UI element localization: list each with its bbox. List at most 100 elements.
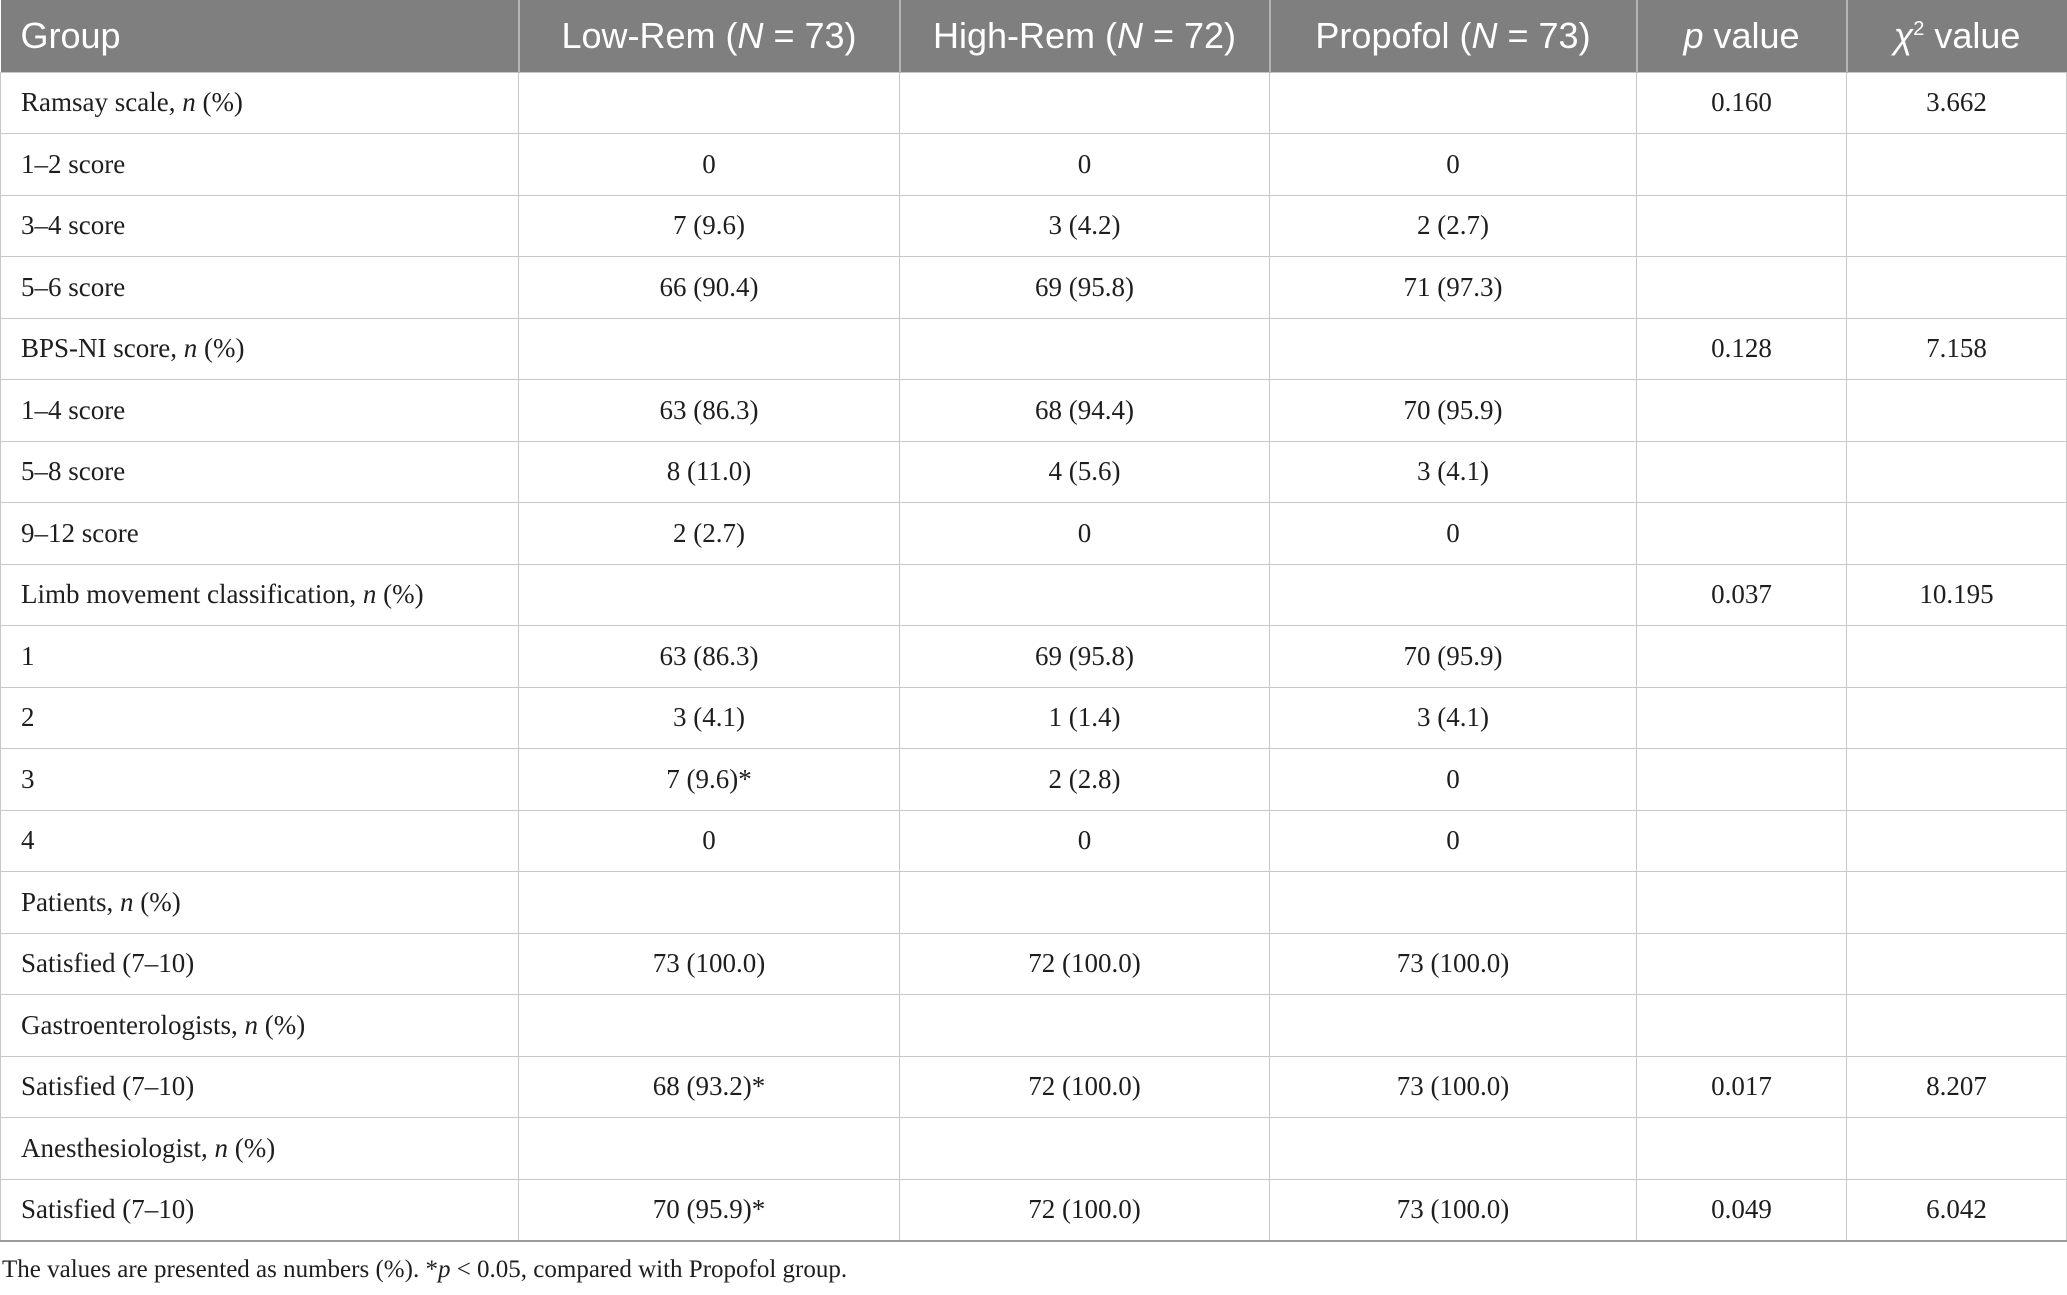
cell-low-rem bbox=[518, 563, 900, 626]
cell-p-value: 0.128 bbox=[1636, 317, 1847, 380]
table-row: Satisfied (7–10) 70 (95.9)* 72 (100.0) 73 (… bbox=[0, 1178, 2067, 1242]
cell-low-rem: 3 (4.1) bbox=[518, 686, 900, 749]
header-low-rem: Low-Rem (N = 73) bbox=[517, 0, 900, 72]
row-label: 1–4 score bbox=[0, 379, 519, 442]
cell-propofol: 70 (95.9) bbox=[1269, 625, 1637, 688]
row-label: 1–2 score bbox=[0, 133, 519, 196]
table-row: Ramsay scale, n (%) 0.160 3.662 bbox=[0, 71, 2067, 134]
cell-high-rem: 0 bbox=[899, 502, 1270, 565]
cell-chi-value bbox=[1846, 686, 2067, 749]
cell-p-value bbox=[1636, 994, 1847, 1057]
cell-p-value bbox=[1636, 502, 1847, 565]
cell-chi-value bbox=[1846, 809, 2067, 872]
cell-propofol: 73 (100.0) bbox=[1269, 932, 1637, 995]
cell-propofol bbox=[1269, 317, 1637, 380]
header-group: Group bbox=[0, 0, 519, 72]
header-p-value: p value bbox=[1635, 0, 1847, 72]
cell-chi-value bbox=[1846, 871, 2067, 934]
row-label: 3 bbox=[0, 748, 519, 811]
cell-propofol: 73 (100.0) bbox=[1269, 1055, 1637, 1118]
cell-chi-value: 10.195 bbox=[1846, 563, 2067, 626]
table-row: BPS-NI score, n (%) 0.128 7.158 bbox=[0, 317, 2067, 380]
table-body: Ramsay scale, n (%) 0.160 3.662 1–2 score 0 0… bbox=[0, 71, 2067, 1242]
cell-p-value bbox=[1636, 686, 1847, 749]
cell-high-rem: 72 (100.0) bbox=[899, 1178, 1270, 1242]
header-chi-value: χ2 value bbox=[1845, 0, 2067, 72]
cell-high-rem bbox=[899, 317, 1270, 380]
cell-high-rem: 72 (100.0) bbox=[899, 932, 1270, 995]
cell-high-rem: 1 (1.4) bbox=[899, 686, 1270, 749]
row-label: Satisfied (7–10) bbox=[0, 1178, 519, 1242]
cell-p-value bbox=[1636, 133, 1847, 196]
row-label: Ramsay scale, n (%) bbox=[0, 71, 519, 134]
table-row: 1 63 (86.3) 69 (95.8) 70 (95.9) bbox=[0, 625, 2067, 688]
cell-propofol: 0 bbox=[1269, 809, 1637, 872]
cell-propofol: 0 bbox=[1269, 133, 1637, 196]
table-row: Satisfied (7–10) 73 (100.0) 72 (100.0) 73 (… bbox=[0, 932, 2067, 995]
cell-p-value: 0.017 bbox=[1636, 1055, 1847, 1118]
cell-high-rem bbox=[899, 871, 1270, 934]
cell-low-rem bbox=[518, 871, 900, 934]
cell-low-rem: 8 (11.0) bbox=[518, 440, 900, 503]
cell-high-rem bbox=[899, 994, 1270, 1057]
cell-chi-value bbox=[1846, 194, 2067, 257]
row-label: Limb movement classification, n (%) bbox=[0, 563, 519, 626]
row-label: 5–6 score bbox=[0, 256, 519, 319]
cell-chi-value: 6.042 bbox=[1846, 1178, 2067, 1242]
cell-chi-value bbox=[1846, 932, 2067, 995]
cell-chi-value: 8.207 bbox=[1846, 1055, 2067, 1118]
cell-p-value bbox=[1636, 440, 1847, 503]
cell-low-rem: 7 (9.6)* bbox=[518, 748, 900, 811]
cell-chi-value bbox=[1846, 994, 2067, 1057]
table-row: 5–6 score 66 (90.4) 69 (95.8) 71 (97.3) bbox=[0, 256, 2067, 319]
cell-chi-value bbox=[1846, 133, 2067, 196]
row-label: 2 bbox=[0, 686, 519, 749]
cell-high-rem: 72 (100.0) bbox=[899, 1055, 1270, 1118]
row-label: 5–8 score bbox=[0, 440, 519, 503]
cell-p-value bbox=[1636, 809, 1847, 872]
cell-chi-value bbox=[1846, 502, 2067, 565]
cell-high-rem: 69 (95.8) bbox=[899, 625, 1270, 688]
cell-low-rem bbox=[518, 994, 900, 1057]
results-table: Group Low-Rem (N = 73) High-Rem (N = 72)… bbox=[0, 0, 2067, 1242]
cell-propofol: 70 (95.9) bbox=[1269, 379, 1637, 442]
cell-p-value bbox=[1636, 379, 1847, 442]
cell-high-rem: 4 (5.6) bbox=[899, 440, 1270, 503]
cell-high-rem: 0 bbox=[899, 809, 1270, 872]
row-label: 4 bbox=[0, 809, 519, 872]
row-label: Satisfied (7–10) bbox=[0, 1055, 519, 1118]
cell-high-rem bbox=[899, 563, 1270, 626]
cell-propofol bbox=[1269, 1117, 1637, 1180]
cell-p-value bbox=[1636, 194, 1847, 257]
table-row: 3–4 score 7 (9.6) 3 (4.2) 2 (2.7) bbox=[0, 194, 2067, 257]
header-row: Group Low-Rem (N = 73) High-Rem (N = 72)… bbox=[0, 0, 2067, 72]
cell-p-value bbox=[1636, 1117, 1847, 1180]
table-row: 1–2 score 0 0 0 bbox=[0, 133, 2067, 196]
cell-propofol: 73 (100.0) bbox=[1269, 1178, 1637, 1242]
cell-p-value: 0.049 bbox=[1636, 1178, 1847, 1242]
cell-propofol: 3 (4.1) bbox=[1269, 440, 1637, 503]
cell-propofol: 71 (97.3) bbox=[1269, 256, 1637, 319]
cell-low-rem: 0 bbox=[518, 809, 900, 872]
cell-p-value bbox=[1636, 748, 1847, 811]
cell-chi-value bbox=[1846, 748, 2067, 811]
table-header: Group Low-Rem (N = 73) High-Rem (N = 72)… bbox=[0, 0, 2067, 72]
table-row: 5–8 score 8 (11.0) 4 (5.6) 3 (4.1) bbox=[0, 440, 2067, 503]
cell-propofol bbox=[1269, 871, 1637, 934]
cell-p-value: 0.160 bbox=[1636, 71, 1847, 134]
row-label: Gastroenterologists, n (%) bbox=[0, 994, 519, 1057]
cell-low-rem: 7 (9.6) bbox=[518, 194, 900, 257]
cell-low-rem: 2 (2.7) bbox=[518, 502, 900, 565]
cell-low-rem bbox=[518, 317, 900, 380]
cell-propofol: 0 bbox=[1269, 502, 1637, 565]
cell-low-rem bbox=[518, 71, 900, 134]
cell-high-rem bbox=[899, 71, 1270, 134]
cell-chi-value: 3.662 bbox=[1846, 71, 2067, 134]
header-propofol: Propofol (N = 73) bbox=[1268, 0, 1637, 72]
row-label: Anesthesiologist, n (%) bbox=[0, 1117, 519, 1180]
table-row: Patients, n (%) bbox=[0, 871, 2067, 934]
header-high-rem: High-Rem (N = 72) bbox=[898, 0, 1270, 72]
cell-low-rem: 70 (95.9)* bbox=[518, 1178, 900, 1242]
